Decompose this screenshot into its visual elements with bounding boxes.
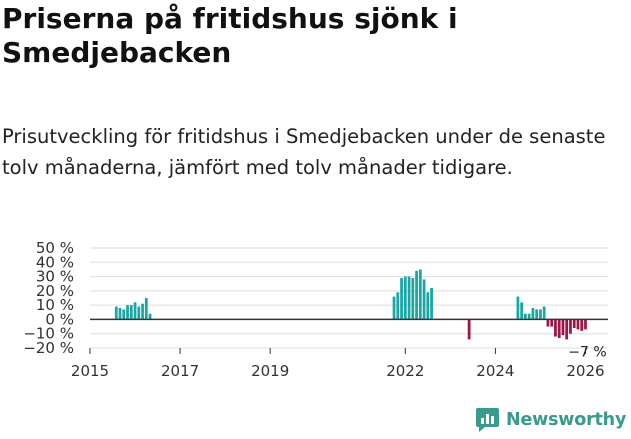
- bar: [557, 319, 561, 338]
- bar: [576, 319, 580, 330]
- bar: [126, 305, 129, 320]
- x-tick-label: 2015: [71, 362, 109, 380]
- bar-chart: 50 %40 %30 %20 %10 %0 %−10 %−20 % 2015 201…: [23, 239, 608, 380]
- bar: [122, 309, 126, 320]
- bar: [407, 276, 411, 320]
- bar: [415, 270, 418, 320]
- bar: [392, 296, 396, 320]
- bar: [141, 303, 144, 320]
- bar: [467, 319, 471, 340]
- bar: [550, 319, 554, 327]
- newsworthy-logo-icon: [476, 408, 499, 432]
- bar: [584, 319, 587, 330]
- bar: [422, 279, 426, 320]
- bar: [396, 292, 400, 320]
- bar: [542, 306, 546, 320]
- x-tick-label: 2019: [251, 362, 289, 380]
- bar: [118, 308, 122, 320]
- bar: [535, 309, 539, 320]
- bar: [572, 319, 576, 328]
- y-tick-label: 50 %: [36, 239, 74, 257]
- bar: [527, 313, 531, 320]
- bar: [546, 319, 550, 327]
- newsworthy-logo-text: Newsworthy: [506, 410, 627, 430]
- y-tick-label: 40 %: [36, 253, 74, 271]
- bar: [430, 288, 433, 320]
- x-tick-label: 2017: [161, 362, 199, 380]
- bar: [524, 313, 527, 320]
- y-tick-label: −10 %: [23, 325, 74, 343]
- bar: [554, 319, 557, 337]
- bar: [137, 306, 141, 320]
- x-tick-label: 2026: [566, 362, 604, 380]
- bar: [539, 309, 542, 320]
- bar: [580, 319, 584, 331]
- axes: [89, 318, 608, 354]
- bar: [569, 319, 572, 334]
- bar: [144, 298, 148, 320]
- x-tick-label: 2024: [476, 362, 514, 380]
- y-tick-label: 10 %: [36, 296, 74, 314]
- chart-title: Priserna på fritidshus sjönk i Smedjebac…: [2, 2, 458, 69]
- bar: [114, 306, 118, 320]
- last-value-annotation: −7 %: [568, 344, 606, 360]
- y-tick-label: 30 %: [36, 268, 74, 286]
- bar: [565, 319, 569, 340]
- bar: [418, 269, 422, 320]
- bar: [129, 305, 133, 320]
- bar: [426, 292, 430, 320]
- bar: [561, 319, 565, 336]
- y-tick-label: −20 %: [23, 339, 74, 357]
- tick-labels: 50 %40 %30 %20 %10 %0 %−10 %−20 % 2015 201…: [23, 239, 606, 380]
- y-tick-label: 20 %: [36, 282, 74, 300]
- x-tick-label: 2022: [386, 362, 424, 380]
- bar: [400, 278, 403, 320]
- bar: [133, 302, 137, 320]
- bar: [531, 308, 535, 320]
- bar: [516, 296, 520, 320]
- grid-lines: [90, 247, 608, 349]
- newsworthy-logo: Newsworthy: [475, 407, 626, 433]
- y-tick-label: 0 %: [45, 310, 74, 328]
- bar: [148, 313, 152, 320]
- bar: [520, 302, 524, 320]
- bar: [403, 276, 407, 320]
- bar: [411, 278, 415, 320]
- bars: [114, 269, 587, 340]
- chart-subtitle: Prisutveckling för fritidshus i Smedjeba…: [2, 125, 606, 179]
